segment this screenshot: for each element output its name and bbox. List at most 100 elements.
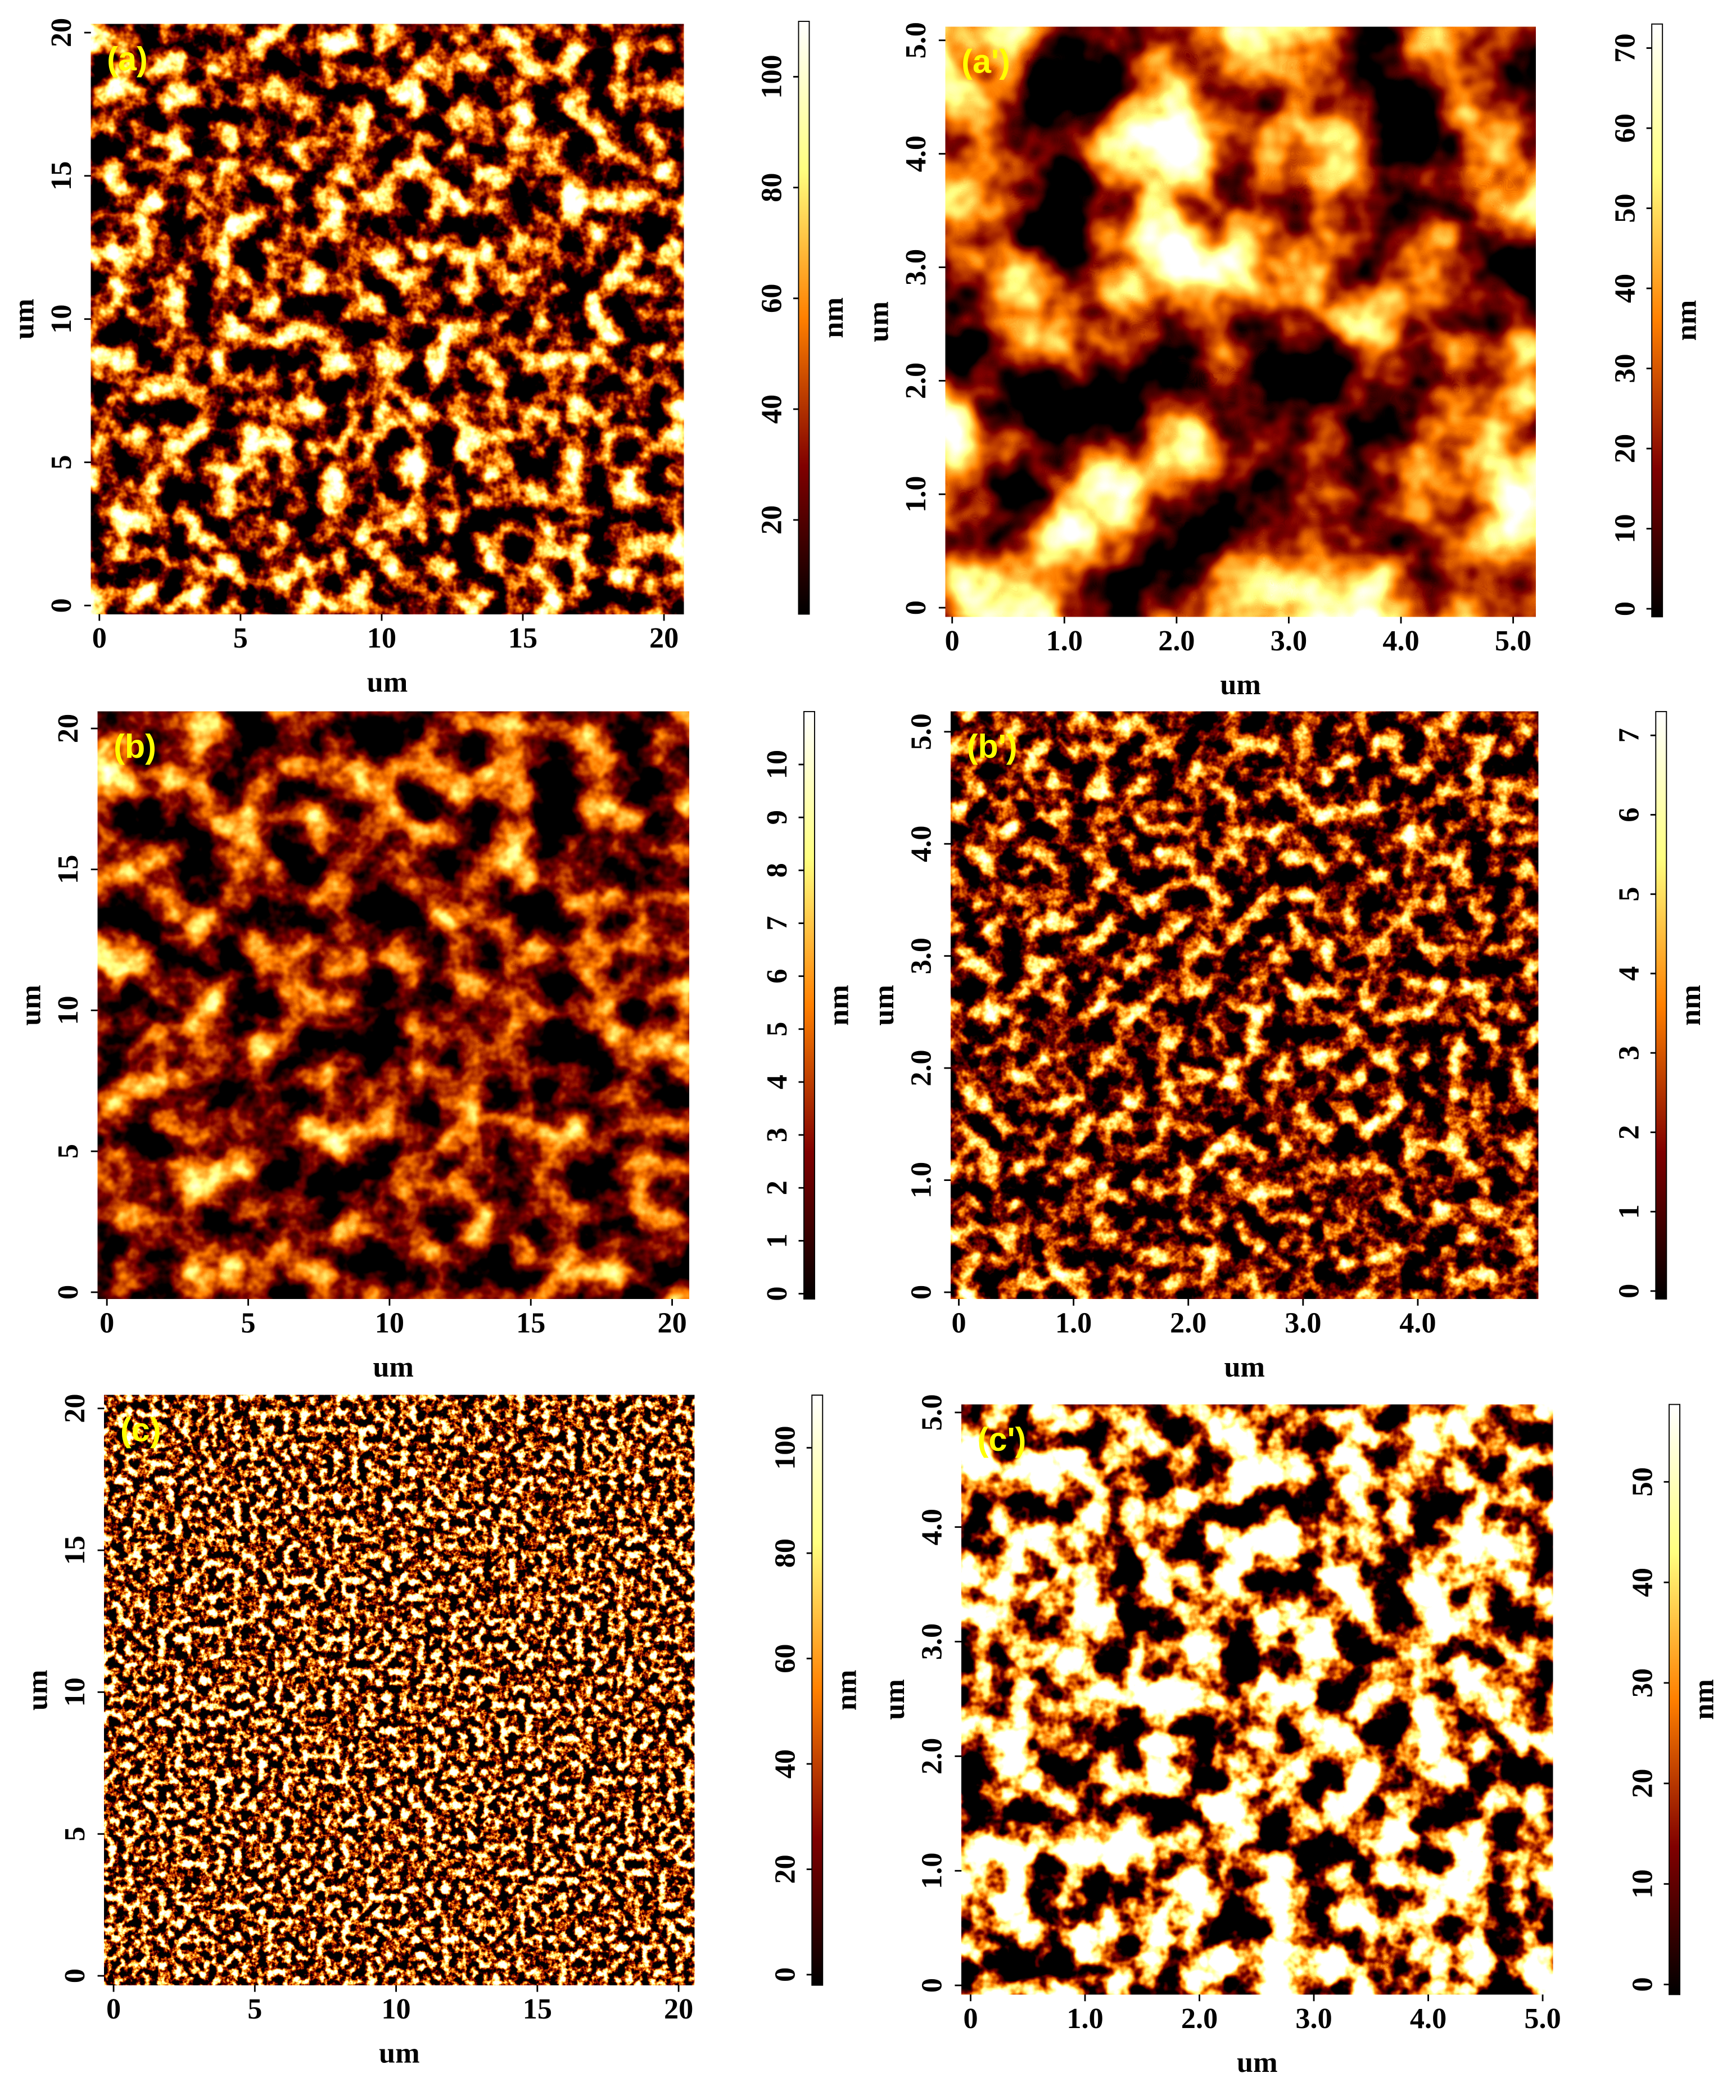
y-tick-label: 0 [58, 1968, 91, 1983]
afm-image [945, 26, 1536, 617]
y-tick-label: 5.0 [916, 1394, 948, 1431]
colorbar-tick-label: 40 [768, 1749, 801, 1778]
x-tick-label: 15 [516, 1306, 545, 1339]
x-tick-label: 15 [508, 622, 537, 654]
colorbar-tick-label: 40 [756, 395, 788, 424]
x-tick-label: 0 [92, 622, 107, 654]
x-tick-label: 0 [100, 1306, 114, 1339]
y-tick-label: 0 [52, 1285, 84, 1300]
y-tick-label: 15 [58, 1536, 91, 1565]
colorbar-tick-label: 20 [756, 505, 788, 535]
colorbar [1651, 23, 1663, 618]
colorbar-tick-label: 7 [1613, 728, 1645, 743]
colorbar-tick-label: 1 [1613, 1205, 1645, 1219]
colorbar-tick-label: 80 [768, 1538, 801, 1568]
colorbar-tick-label: 0 [761, 1286, 793, 1301]
x-tick-label: 5 [247, 1993, 262, 2025]
y-tick-label: 15 [52, 855, 84, 884]
y-tick-label: 0 [45, 598, 78, 613]
y-axis-label: um [862, 301, 895, 342]
colorbar-label: nm [817, 297, 849, 338]
y-axis-label: um [21, 1670, 53, 1711]
x-tick-label: 5 [233, 622, 248, 654]
panel: (c) 0 5 10 15 20 0 5 10 15 20 um um 0 20 40 60 80 100 nm [21, 1394, 862, 2070]
x-tick-label: 0 [963, 2002, 978, 2035]
colorbar-tick-label: 7 [761, 916, 793, 930]
colorbar-label: nm [830, 1670, 863, 1711]
panel-label: (b') [967, 727, 1018, 765]
colorbar-tick-label: 0 [1608, 601, 1641, 616]
x-axis-label: um [1237, 2046, 1278, 2079]
panel: (a') 0 1.0 2.0 3.0 4.0 5.0 0 1.0 2.0 3.0 4.0 5.0 um um… [862, 22, 1703, 701]
colorbar-tick-label: 9 [761, 810, 793, 825]
y-tick-label: 5 [45, 455, 78, 469]
panel-label: (b) [114, 727, 156, 765]
colorbar-tick-label: 4 [761, 1075, 793, 1089]
panel: (b) 0 5 10 15 20 0 5 10 15 20 um um 0 1 2 3 4 5 6 7 8 9 10 nm [15, 710, 855, 1383]
colorbar [1669, 1404, 1680, 1995]
y-tick-label: 3.0 [916, 1623, 948, 1660]
x-axis-label: um [1220, 668, 1261, 701]
x-axis-label: um [1224, 1351, 1265, 1383]
x-tick-label: 2.0 [1158, 624, 1195, 657]
x-tick-label: 15 [523, 1993, 552, 2025]
y-tick-label: 2.0 [905, 1049, 938, 1086]
afm-image [104, 1395, 695, 1985]
colorbar-tick-label: 2 [761, 1180, 793, 1195]
colorbar-tick-label: 1 [761, 1233, 793, 1248]
colorbar-tick-label: 30 [1626, 1668, 1658, 1698]
y-tick-label: 15 [45, 161, 78, 191]
panel-label: (a') [961, 43, 1010, 80]
x-tick-label: 3.0 [1285, 1306, 1321, 1339]
colorbar-tick-label: 5 [1613, 887, 1645, 902]
y-tick-label: 3.0 [905, 938, 938, 974]
y-tick-label: 2.0 [899, 363, 932, 399]
colorbar-tick-label: 30 [1608, 354, 1641, 383]
y-axis-label: um [878, 1679, 911, 1720]
x-tick-label: 3.0 [1271, 624, 1307, 657]
colorbar [811, 1395, 824, 1986]
y-tick-label: 5.0 [905, 713, 938, 750]
afm-image [961, 1404, 1553, 1995]
y-tick-label: 4.0 [905, 826, 938, 862]
afm-image [91, 24, 684, 614]
y-tick-label: 20 [58, 1394, 91, 1423]
colorbar-tick-label: 3 [1613, 1046, 1645, 1060]
y-axis-label: um [8, 298, 40, 340]
x-tick-label: 1.0 [1046, 624, 1083, 657]
x-axis-label: um [373, 1351, 414, 1383]
colorbar-tick-label: 10 [1626, 1870, 1658, 1899]
x-tick-label: 0 [951, 1306, 966, 1339]
colorbar-tick-label: 80 [756, 173, 788, 202]
x-tick-label: 10 [381, 1993, 410, 2025]
afm-image [951, 711, 1539, 1299]
x-tick-label: 10 [375, 1306, 404, 1339]
y-tick-label: 10 [52, 995, 84, 1025]
y-tick-label: 1.0 [916, 1853, 948, 1889]
colorbar [1655, 710, 1667, 1300]
y-tick-label: 5 [52, 1144, 84, 1158]
colorbar-tick-label: 20 [1608, 434, 1641, 463]
y-tick-label: 5.0 [899, 22, 932, 58]
colorbar-tick-label: 60 [756, 284, 788, 313]
y-tick-label: 0 [899, 600, 932, 615]
colorbar-tick-label: 3 [761, 1128, 793, 1142]
colorbar-tick-label: 0 [1626, 1977, 1658, 1992]
y-tick-label: 3.0 [899, 249, 932, 286]
x-axis-label: um [379, 2037, 420, 2070]
y-tick-label: 5 [58, 1827, 91, 1841]
colorbar-tick-label: 10 [761, 750, 793, 779]
x-tick-label: 20 [657, 1306, 686, 1339]
colorbar-tick-label: 20 [1626, 1769, 1658, 1798]
y-tick-label: 20 [52, 714, 84, 743]
afm-image [97, 711, 689, 1299]
colorbar-tick-label: 6 [1613, 807, 1645, 822]
x-axis-label: um [367, 666, 408, 698]
colorbar-tick-label: 60 [1608, 114, 1641, 143]
x-tick-label: 20 [649, 622, 679, 654]
panel: (b') 0 1.0 2.0 3.0 4.0 0 1.0 2.0 3.0 4.0 5.0 um um 0 1 2… [867, 710, 1707, 1383]
x-tick-label: 4.0 [1399, 1306, 1436, 1339]
y-tick-label: 10 [58, 1677, 91, 1707]
y-tick-label: 4.0 [899, 135, 932, 172]
